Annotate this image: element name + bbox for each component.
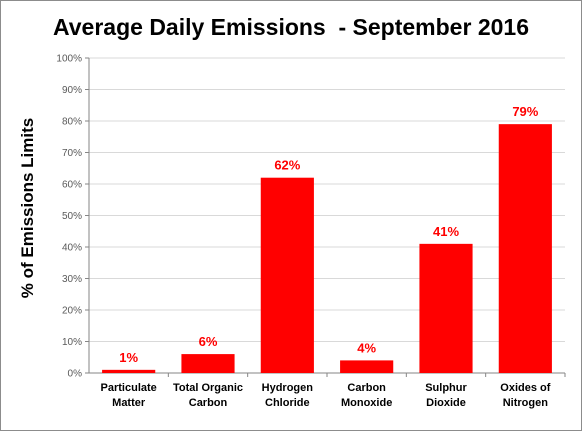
data-label: 79% [512, 104, 538, 119]
x-category-label: Sulphur [425, 382, 467, 394]
data-label: 62% [274, 158, 300, 173]
data-label: 6% [199, 334, 218, 349]
x-category-label: Monoxide [341, 397, 392, 409]
data-label: 1% [119, 350, 138, 365]
bar [260, 177, 314, 373]
x-category-label: Chloride [265, 397, 310, 409]
x-category-label: Hydrogen [262, 382, 314, 394]
y-tick-label: 70% [62, 148, 82, 159]
x-category-label: Total Organic [173, 382, 243, 394]
data-label: 41% [433, 224, 459, 239]
bar [419, 243, 473, 373]
x-category-label: Carbon [189, 397, 228, 409]
data-label: 4% [357, 340, 376, 355]
y-tick-label: 50% [62, 211, 82, 222]
bar [102, 369, 156, 373]
x-category-label: Dioxide [426, 397, 466, 409]
y-tick-label: 80% [62, 117, 82, 128]
chart-title: Average Daily Emissions - September 2016 [53, 14, 529, 40]
y-tick-label: 90% [62, 85, 82, 96]
x-category-label: Matter [112, 397, 146, 409]
bar [181, 354, 235, 373]
x-category-label: Oxides of [500, 382, 550, 394]
x-category-label: Nitrogen [503, 397, 549, 409]
y-tick-label: 30% [62, 274, 82, 285]
y-tick-label: 40% [62, 243, 82, 254]
y-tick-label: 0% [68, 369, 83, 380]
x-category-label: Particulate [101, 382, 157, 394]
bar [340, 360, 394, 373]
bar [498, 124, 552, 374]
x-category-label: Carbon [347, 382, 386, 394]
y-tick-label: 100% [56, 54, 82, 65]
y-tick-label: 10% [62, 337, 82, 348]
y-tick-label: 60% [62, 180, 82, 191]
y-tick-label: 20% [62, 306, 82, 317]
